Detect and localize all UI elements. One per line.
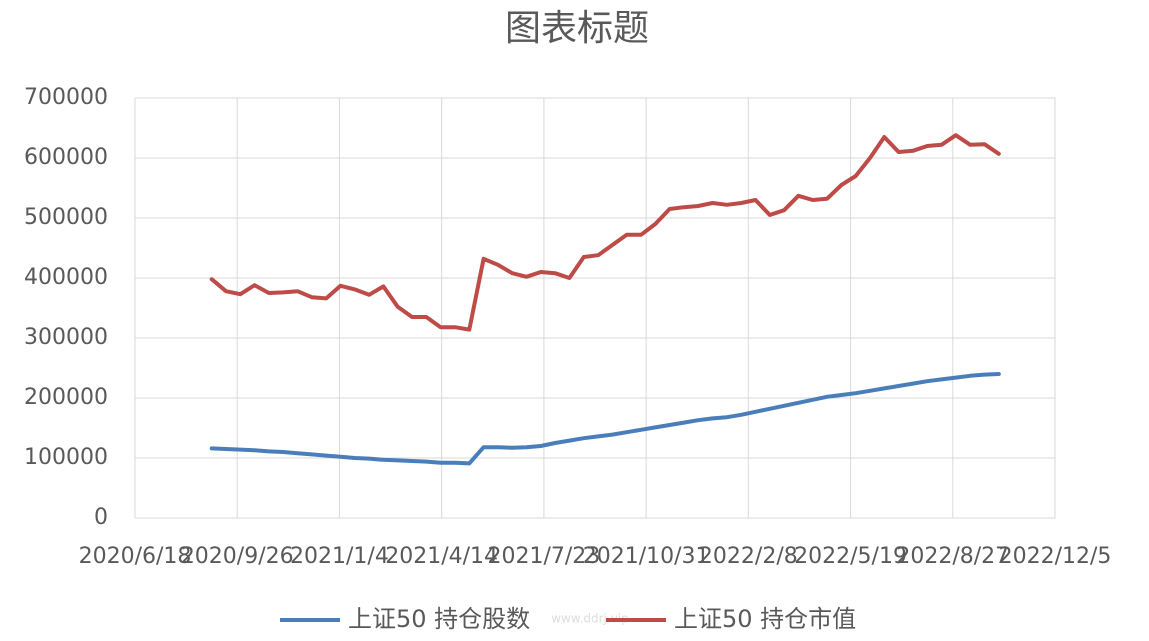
y-tick-label: 300000 [24, 325, 108, 350]
chart-title: 图表标题 [505, 8, 649, 49]
series-line [209, 133, 1001, 332]
x-tick-label: 2021/7/23 [487, 544, 600, 569]
x-tick-label: 2022/12/5 [999, 544, 1112, 569]
x-tick-label: 2022/2/8 [699, 544, 798, 569]
legend-label: 上证50 持仓股数 [348, 605, 530, 633]
x-tick-label: 2020/9/26 [181, 544, 294, 569]
legend-label: 上证50 持仓市值 [674, 605, 856, 633]
x-tick-label: 2022/5/19 [794, 544, 907, 569]
y-tick-label: 0 [94, 505, 108, 530]
y-tick-label: 400000 [24, 265, 108, 290]
series-line [209, 372, 1001, 466]
y-tick-label: 500000 [24, 205, 108, 230]
x-tick-label: 2022/8/27 [896, 544, 1009, 569]
x-tick-label: 2021/4/14 [385, 544, 498, 569]
x-tick-label: 2021/10/31 [583, 544, 710, 569]
y-tick-label: 100000 [24, 445, 108, 470]
y-tick-label: 600000 [24, 145, 108, 170]
x-tick-label: 2020/6/18 [79, 544, 192, 569]
y-tick-label: 700000 [24, 85, 108, 110]
x-tick-label: 2021/1/4 [290, 544, 389, 569]
y-tick-label: 200000 [24, 385, 108, 410]
